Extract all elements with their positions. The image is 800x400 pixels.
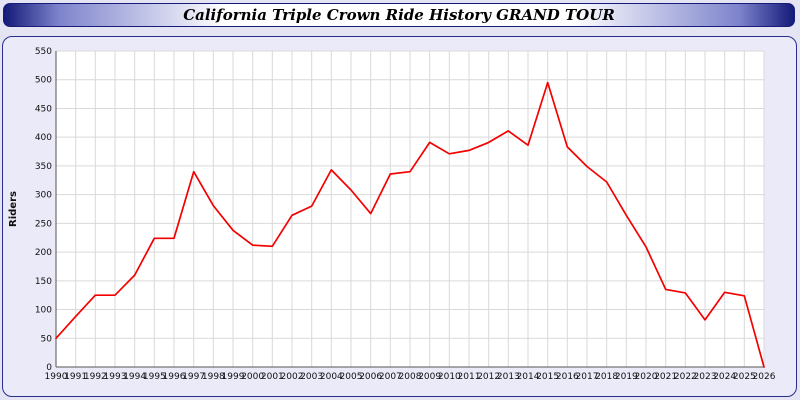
y-tick-label: 250 <box>35 219 52 229</box>
series-line-riders <box>55 81 765 368</box>
chart-title-bar: California Triple Crown Ride History GRA… <box>3 3 795 27</box>
x-tick-label: 2013 <box>497 372 520 382</box>
x-tick-label: 1998 <box>202 372 225 382</box>
y-tick-label: 200 <box>35 248 52 258</box>
x-tick-label: 2024 <box>713 372 736 382</box>
x-tick-label: 2019 <box>615 372 638 382</box>
riders-line-chart: 0501001502002503003504004505005501990199… <box>8 47 776 382</box>
chart-title: California Triple Crown Ride History GRA… <box>183 6 615 24</box>
x-tick-label: 1993 <box>104 372 127 382</box>
x-tick-label: 2005 <box>340 372 363 382</box>
y-tick-label: 0 <box>46 363 52 373</box>
x-tick-label: 2021 <box>654 372 677 382</box>
y-tick-label: 100 <box>35 306 52 316</box>
x-tick-label: 2010 <box>438 372 461 382</box>
x-tick-label: 1999 <box>222 372 245 382</box>
x-tick-label: 2000 <box>241 372 264 382</box>
x-tick-label: 1996 <box>163 372 186 382</box>
x-tick-label: 2026 <box>753 372 776 382</box>
y-axis-title: Riders <box>8 191 19 227</box>
x-tick-label: 2015 <box>536 372 559 382</box>
x-tick-label: 2002 <box>281 372 304 382</box>
x-tick-label: 2004 <box>320 372 343 382</box>
x-tick-label: 2006 <box>359 372 382 382</box>
y-tick-label: 50 <box>41 334 53 344</box>
x-tick-label: 2001 <box>261 372 284 382</box>
y-tick-label: 150 <box>35 277 52 287</box>
x-tick-label: 2023 <box>694 372 717 382</box>
x-tick-label: 1992 <box>84 372 107 382</box>
x-tick-label: 1997 <box>182 372 205 382</box>
x-tick-label: 2018 <box>595 372 618 382</box>
x-tick-label: 2017 <box>576 372 599 382</box>
x-tick-label: 2003 <box>300 372 323 382</box>
x-tick-label: 2020 <box>635 372 658 382</box>
x-tick-label: 2011 <box>458 372 481 382</box>
y-tick-label: 550 <box>35 47 52 57</box>
chart-panel: 0 50 100 150 200 250 300 350 400 450 500 550 1990 199… <box>2 36 797 397</box>
x-tick-label: 1995 <box>143 372 166 382</box>
x-tick-label: 2008 <box>399 372 422 382</box>
x-tick-label: 2009 <box>418 372 441 382</box>
x-tick-label: 2012 <box>477 372 500 382</box>
x-tick-label: 2025 <box>733 372 756 382</box>
y-tick-label: 350 <box>35 162 52 172</box>
x-tick-label: 2022 <box>674 372 697 382</box>
y-tick-label: 450 <box>35 104 52 114</box>
x-tick-label: 1994 <box>123 372 146 382</box>
x-tick-label: 1990 <box>45 372 68 382</box>
y-tick-label: 500 <box>35 76 52 86</box>
x-tick-label: 2014 <box>517 372 540 382</box>
x-tick-label: 2016 <box>556 372 579 382</box>
y-tick-label: 300 <box>35 191 52 201</box>
x-tick-label: 2007 <box>379 372 402 382</box>
y-tick-label: 400 <box>35 133 52 143</box>
x-tick-label: 1991 <box>64 372 87 382</box>
